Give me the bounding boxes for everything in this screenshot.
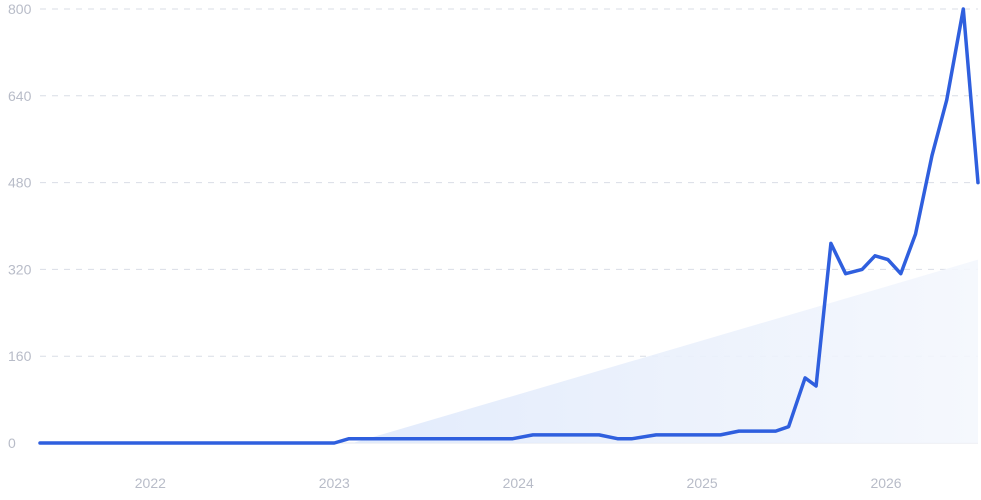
y-tick-label: 800	[8, 1, 32, 17]
x-tick-label: 2026	[870, 475, 901, 491]
trend-area	[352, 259, 979, 443]
series-layer	[38, 7, 980, 445]
y-tick-label: 480	[8, 175, 32, 191]
y-tick-label: 320	[8, 261, 32, 277]
y-tick-label: 640	[8, 88, 32, 104]
y-tick-label: 160	[8, 348, 32, 364]
y-tick-label: 0	[8, 435, 16, 451]
x-tick-label: 2023	[319, 475, 350, 491]
x-tick-label: 2025	[687, 475, 718, 491]
x-tick-label: 2024	[503, 475, 534, 491]
trend-area-shape	[352, 259, 979, 443]
x-tick-label: 2022	[135, 475, 166, 491]
x-axis-ticks: 2022 2023 2024 2025 2026	[135, 475, 902, 491]
y-axis-ticks: 0 160 320 480 640 800	[8, 1, 32, 451]
series-line	[38, 7, 980, 445]
